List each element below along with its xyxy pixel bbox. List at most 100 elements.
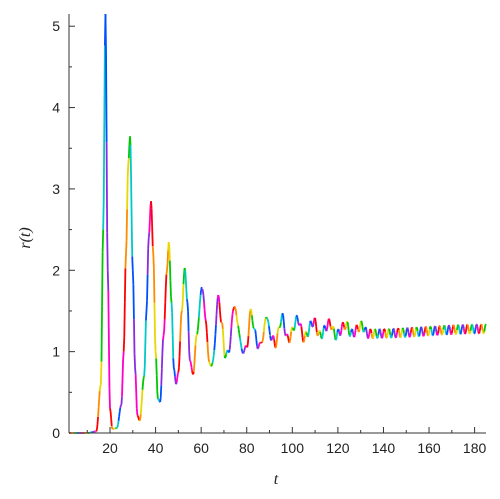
series-segment: [141, 389, 144, 399]
series-segment: [132, 284, 135, 320]
series-segment: [411, 326, 414, 329]
series-segment: [445, 332, 449, 336]
series-segment: [418, 335, 421, 338]
series-segment: [168, 260, 172, 281]
series-segment: [125, 240, 128, 255]
series-segment: [164, 274, 168, 287]
series-segment: [483, 324, 487, 329]
series-segment: [273, 343, 277, 348]
series-segment: [216, 297, 219, 305]
series-segment: [328, 318, 331, 320]
series-segment: [123, 268, 127, 303]
series-segment: [303, 332, 307, 336]
series-segment: [430, 328, 433, 333]
series-segment: [110, 418, 113, 427]
series-segment: [239, 337, 242, 342]
series-segment: [268, 325, 271, 331]
series-segment: [200, 286, 203, 290]
series-segment: [423, 328, 426, 333]
series-segment: [178, 356, 181, 368]
series-segment: [257, 343, 261, 347]
series-segment: [159, 385, 163, 398]
series-segment: [172, 358, 175, 368]
series-segment: [221, 323, 224, 330]
series-segment: [402, 329, 405, 334]
series-segment: [146, 274, 149, 301]
series-segment: [195, 335, 198, 339]
series-segment: [407, 332, 410, 336]
series-segment: [159, 397, 162, 403]
series-segment: [274, 344, 278, 349]
series-segment: [368, 330, 371, 335]
series-segment: [400, 332, 403, 336]
series-segment: [142, 375, 146, 379]
series-segment: [156, 391, 159, 399]
series-segment: [416, 327, 419, 332]
series-segment: [418, 332, 421, 336]
series-segment: [251, 320, 254, 326]
series-segment: [233, 306, 237, 309]
series-segment: [178, 341, 181, 357]
series-segment: [237, 329, 241, 334]
series-segment: [388, 331, 392, 336]
series-segment: [211, 359, 215, 363]
series-segment: [176, 371, 180, 375]
series-segment: [248, 310, 252, 318]
series-segment: [388, 328, 391, 332]
series-segment: [207, 358, 211, 362]
series-segment: [179, 315, 183, 327]
series-segment: [170, 296, 173, 303]
series-segment: [383, 328, 387, 332]
series-segment: [100, 361, 103, 385]
series-segment: [289, 336, 292, 342]
series-segment: [209, 364, 212, 367]
series-segment: [208, 362, 212, 366]
series-segment: [163, 302, 167, 320]
series-segment: [135, 391, 138, 409]
series-segment: [406, 327, 409, 330]
series-segment: [342, 324, 346, 328]
series-segment: [326, 324, 329, 330]
series-segment: [255, 340, 258, 346]
series-segment: [188, 351, 191, 360]
series-segment: [116, 426, 119, 429]
series-segment: [283, 328, 286, 334]
series-segment: [280, 314, 283, 319]
series-segment: [379, 329, 382, 333]
series-segment: [262, 331, 265, 338]
series-segment: [282, 321, 286, 329]
series-segment: [409, 332, 412, 337]
series-segment: [101, 229, 105, 253]
series-segment: [177, 367, 180, 373]
series-segment: [116, 424, 119, 428]
series-segment: [254, 334, 258, 341]
series-segment: [412, 331, 415, 336]
series-segment: [248, 317, 251, 327]
series-segment: [381, 334, 384, 339]
series-segment: [340, 326, 343, 331]
series-segment: [151, 227, 154, 247]
series-segment: [161, 339, 164, 353]
series-segment: [295, 315, 299, 318]
series-segment: [124, 253, 127, 269]
series-segment: [250, 315, 254, 321]
series-segment: [109, 408, 112, 412]
series-segment: [457, 324, 460, 327]
series-segment: [342, 321, 345, 325]
series-segment: [462, 328, 466, 332]
series-segment: [439, 327, 442, 332]
series-segment: [329, 322, 332, 327]
series-segment: [319, 331, 322, 336]
series-segment: [212, 355, 215, 361]
series-segment: [395, 335, 398, 339]
series-segment: [450, 329, 454, 334]
series-segment: [134, 367, 137, 375]
series-segment: [201, 290, 205, 296]
series-segment: [197, 309, 201, 318]
series-segment: [434, 328, 438, 333]
x-tick-label: 60: [193, 440, 209, 456]
series-segment: [425, 326, 428, 330]
series-segment: [131, 256, 134, 271]
series-segment: [155, 375, 159, 392]
series-segment: [152, 253, 155, 269]
